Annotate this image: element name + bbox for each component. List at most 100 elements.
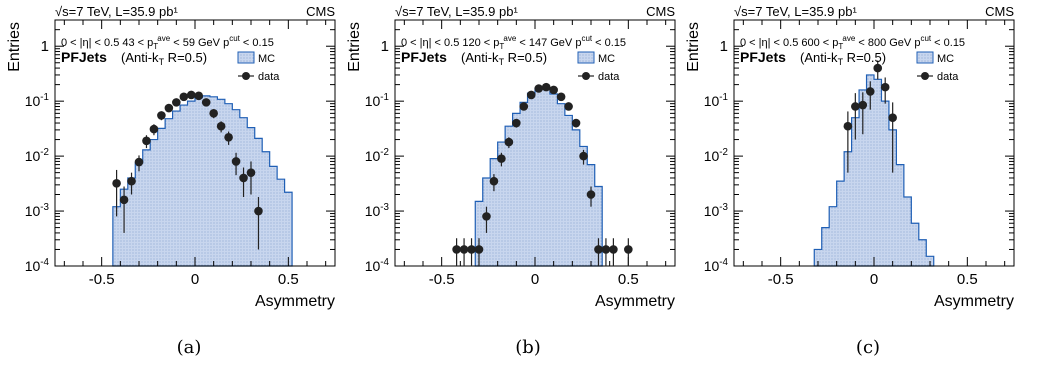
x-tick-label: -0.5 [429,271,455,288]
data-point [512,118,521,128]
data-point [609,245,618,254]
x-axis-title: Asymmetry [595,293,675,310]
data-point [564,102,573,111]
x-axis-title: Asymmetry [934,293,1014,310]
legend-data-marker [582,72,590,80]
data-point [127,176,136,186]
y-axis-title: Entries [6,22,23,72]
data-point [526,90,536,100]
data-point [179,92,189,102]
y-tick-label: 10-4 [365,257,390,274]
header-left: √s=7 TeV, L=35.9 pb¹ [55,4,178,19]
data-point [549,85,558,95]
data-point [201,98,211,107]
mc-histogram-fill [112,95,293,266]
x-tick-label: 0.5 [957,271,978,288]
x-tick-label: 0 [870,271,878,288]
header-left: √s=7 TeV, L=35.9 pb¹ [734,4,857,19]
legend-data-marker [921,72,929,80]
data-point [209,109,218,118]
legend-mc-label: MC [937,53,954,65]
data-point [467,245,476,254]
data-point [157,111,166,120]
data-point [119,195,129,205]
algo-sub: (Anti-kT R=0.5) [461,50,547,67]
data-point [851,102,860,111]
data-point [482,212,491,221]
y-tick-label: 10-1 [25,92,49,109]
data-point [873,63,883,73]
legend-data-label: data [598,71,620,83]
caption-c: (c) [855,337,881,358]
cut-text: 0 < |η| < 0.5 600 < pTave < 800 GeV pcut… [740,34,965,51]
data-point [164,103,174,113]
data-point [452,245,461,254]
data-point [571,118,581,128]
y-axis-title: Entries [346,22,363,72]
y-tick-label: 10-2 [25,147,49,164]
x-axis-title: Asymmetry [255,293,335,310]
data-point [624,245,633,254]
x-tick-label: 0.5 [618,271,639,288]
mc-histogram-fill [814,74,934,266]
data-point [186,90,196,100]
data-point [534,84,544,93]
cut-text: 0 < |η| < 0.5 43 < pTave < 59 GeV pcut <… [61,34,274,51]
header-right: CMS [646,4,675,19]
y-tick-label: 10-3 [25,202,50,219]
caption-b: (b) [515,337,541,358]
data-point [865,87,875,96]
data-point [880,82,890,92]
data-point [239,173,248,183]
data-point [224,132,233,142]
x-tick-label: 0.5 [278,271,299,288]
y-tick-label: 1 [720,38,728,55]
algo-sub: (Anti-kT R=0.5) [121,50,207,67]
data-point [216,121,226,131]
y-tick-label: 10-2 [704,147,728,164]
y-tick-label: 10-3 [365,202,390,219]
legend-mc-swatch [237,51,255,64]
y-tick-label: 10-1 [365,92,389,109]
legend-data-marker [242,72,250,80]
data-point [134,157,144,167]
data-point [142,136,151,146]
data-point [579,151,588,161]
panel-c: 10-4 10-3 10-2 10-1 1 -0.5 0 0.5 √s=7 TeV, L=35.… [685,4,1015,310]
data-point [858,100,868,110]
header-left: √s=7 TeV, L=35.9 pb¹ [395,4,518,19]
y-axis-title: Entries [685,22,702,72]
legend-mc-label: MC [258,53,275,65]
caption-a: (a) [176,337,202,358]
y-tick-label: 1 [41,38,49,55]
y-tick-label: 10-1 [704,92,728,109]
algo-main: PFJets [401,49,447,65]
data-point [231,157,241,166]
panel-b: 10-4 10-3 10-2 10-1 1 -0.5 0 0.5 √s=7 TeV, L=35.… [346,4,676,310]
header-right: CMS [306,4,335,19]
data-point [254,206,263,216]
data-point [474,245,484,254]
data-point [541,82,551,92]
data-point [172,98,181,107]
mc-histogram-fill [475,88,603,266]
data-point [888,113,897,123]
data-point [601,245,611,254]
data-point [497,154,506,163]
cut-text: 0 < |η| < 0.5 120 < pTave < 147 GeV pcut… [401,34,626,51]
legend-mc-swatch [577,51,595,64]
y-tick-label: 10-2 [365,147,389,164]
data-point [504,137,514,147]
y-tick-label: 1 [381,38,389,55]
algo-main: PFJets [740,49,786,65]
algo-sub: (Anti-kT R=0.5) [800,50,886,67]
data-point [194,91,204,101]
data-point [519,102,529,111]
header-right: CMS [985,4,1014,19]
legend-mc-label: MC [598,53,615,65]
x-tick-label: 0 [191,271,199,288]
data-point [489,176,499,186]
data-point [246,168,256,177]
x-tick-label: -0.5 [89,271,115,288]
